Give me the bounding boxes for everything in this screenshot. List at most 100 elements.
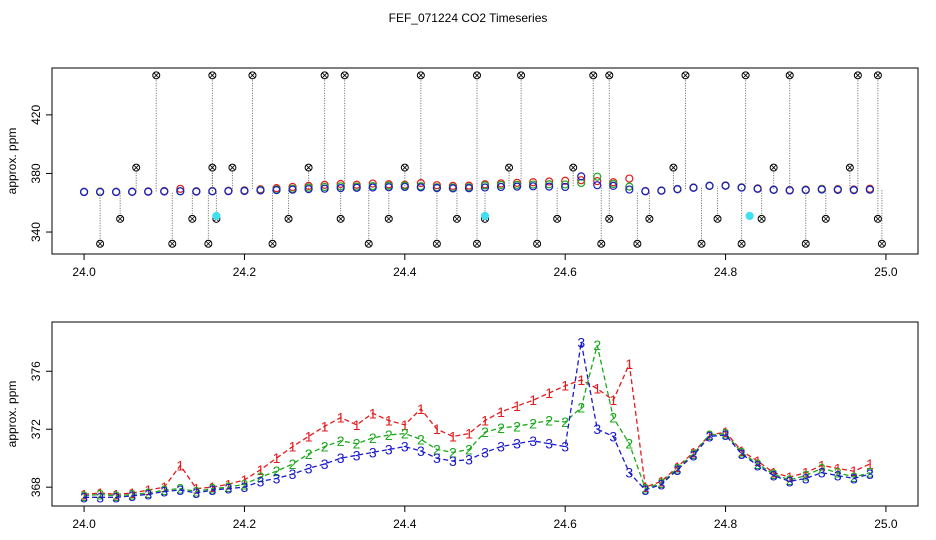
y-tick-label: 372 — [29, 419, 43, 439]
point-label: 1 — [545, 385, 553, 401]
point-label: 3 — [834, 468, 842, 484]
outlier-cross — [341, 72, 348, 79]
point-label: 1 — [834, 460, 842, 476]
point-label: 1 — [257, 462, 265, 478]
point-label: 2 — [641, 481, 649, 497]
outlier-cross — [189, 216, 196, 222]
point — [192, 187, 201, 196]
point-label: 2 — [176, 481, 184, 497]
outlier-cross — [714, 216, 721, 222]
outlier-point — [208, 71, 217, 80]
point-label: 3 — [625, 465, 633, 481]
outlier-cross — [321, 72, 328, 79]
point — [545, 182, 554, 191]
outlier-cross — [474, 72, 480, 79]
point-label: 2 — [561, 414, 569, 430]
point-label: 3 — [609, 428, 617, 444]
point-label: 1 — [786, 469, 794, 485]
point-label: 2 — [834, 465, 842, 481]
outlier-point — [452, 214, 461, 223]
point — [256, 186, 265, 195]
outlier-point — [228, 163, 237, 172]
outlier-point — [757, 214, 766, 223]
point-label: 2 — [257, 469, 265, 485]
x-tick-label: 24.6 — [554, 517, 578, 531]
outlier-point — [188, 214, 197, 223]
outlier-circle — [737, 239, 746, 248]
outlier-point — [553, 214, 562, 223]
point — [529, 178, 538, 187]
point-label: 3 — [738, 446, 746, 462]
point-label: 3 — [369, 444, 377, 460]
outlier-circle — [188, 214, 197, 223]
point — [785, 186, 794, 195]
point-label: 3 — [128, 488, 136, 504]
point-label: 1 — [96, 485, 104, 501]
outlier-circle — [320, 71, 329, 80]
x-tick-label: 24.4 — [393, 265, 417, 279]
outlier-circle — [569, 163, 578, 172]
outlier-circle — [669, 163, 678, 172]
point — [705, 181, 714, 190]
outlier-circle — [873, 214, 882, 223]
point — [577, 172, 586, 181]
point-label: 3 — [449, 453, 457, 469]
point-label: 1 — [625, 356, 633, 372]
point-label: 1 — [160, 479, 168, 495]
point-label: 3 — [754, 457, 762, 473]
point-label: 2 — [529, 415, 537, 431]
outlier-circle — [168, 239, 177, 248]
point-label: 3 — [257, 473, 265, 489]
point-label: 2 — [545, 413, 553, 429]
outlier-point — [801, 239, 810, 248]
point-label: 2 — [818, 460, 826, 476]
point — [593, 181, 602, 190]
outlier-cross — [847, 164, 853, 171]
point-label: 1 — [192, 481, 200, 497]
point — [561, 176, 570, 185]
point-label: 2 — [593, 337, 601, 353]
point-label: 1 — [802, 465, 810, 481]
outlier-cross — [285, 216, 292, 222]
point-label: 1 — [241, 472, 249, 488]
point-label: 2 — [417, 431, 425, 447]
y-tick-label: 380 — [29, 163, 43, 183]
point-label: 3 — [433, 450, 441, 466]
outlier-point — [605, 71, 614, 80]
point-label: 3 — [192, 485, 200, 501]
outlier-point — [645, 214, 654, 223]
point — [577, 176, 586, 185]
y-tick-label: 368 — [29, 477, 43, 497]
outlier-cross — [402, 164, 408, 171]
outlier-circle — [364, 239, 373, 248]
point-label: 3 — [866, 466, 874, 482]
point-label: 1 — [706, 427, 714, 443]
outlier-point — [845, 163, 854, 172]
point-label: 2 — [850, 469, 858, 485]
point-label: 2 — [241, 476, 249, 492]
point — [593, 172, 602, 181]
point-label: 3 — [497, 439, 505, 455]
outlier-cross — [738, 240, 745, 247]
point-label: 1 — [208, 479, 216, 495]
outlier-cross — [570, 164, 576, 171]
point-label: 3 — [401, 439, 409, 455]
x-tick-label: 24.2 — [233, 517, 257, 531]
outlier-point — [517, 71, 526, 80]
point-label: 1 — [513, 398, 521, 414]
point-label: 3 — [690, 447, 698, 463]
outlier-circle — [340, 71, 349, 80]
x-tick-label: 24.0 — [72, 265, 96, 279]
outlier-cross — [606, 216, 613, 222]
point-label: 2 — [658, 475, 666, 491]
point — [657, 186, 666, 195]
outlier-point — [336, 214, 345, 223]
point — [240, 186, 249, 196]
outlier-point — [472, 71, 481, 80]
point-label: 1 — [690, 444, 698, 460]
outlier-cross — [606, 72, 613, 79]
outlier-point — [432, 239, 441, 248]
point-label: 1 — [850, 463, 858, 479]
point — [160, 187, 169, 196]
